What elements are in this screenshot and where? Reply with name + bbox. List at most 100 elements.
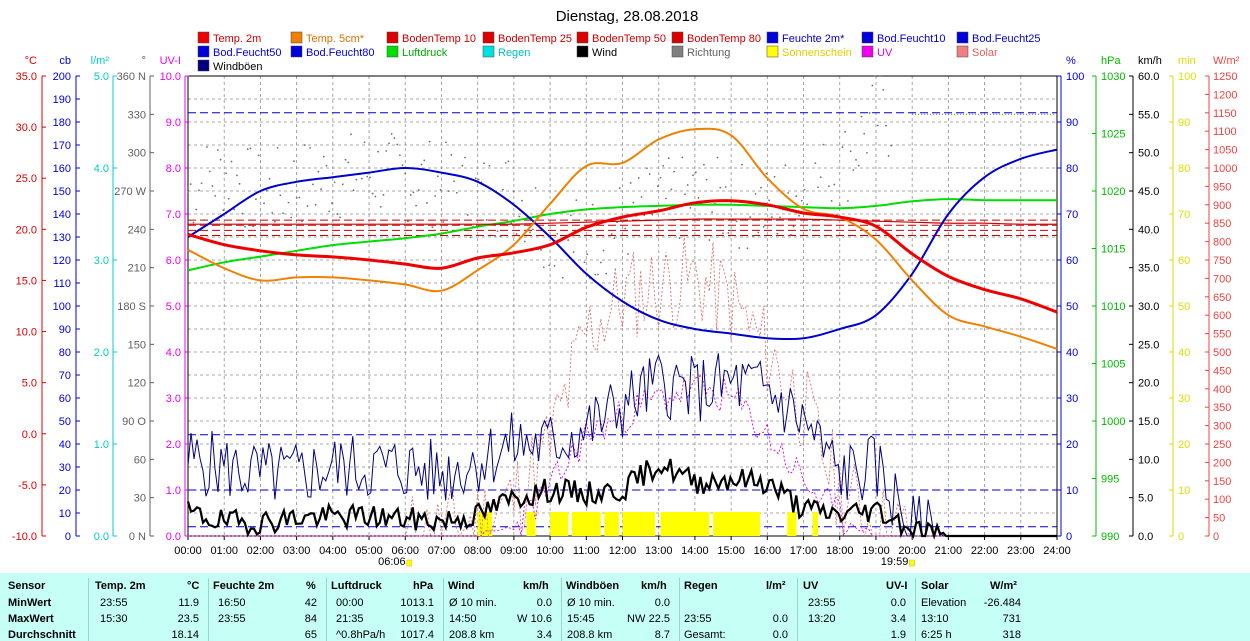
dir-tick-label: 270 W	[114, 186, 146, 198]
hum-tick-label: 0	[1066, 531, 1072, 543]
stats-uv-time: 13:20	[808, 613, 836, 625]
uv-tick-label: 6.0	[166, 255, 181, 267]
wind-direction-dot	[656, 185, 659, 188]
wind-direction-dot	[646, 167, 648, 170]
dir-tick-label: 330	[128, 109, 146, 121]
legend-swatch	[482, 45, 495, 58]
cb-tick-label: 130	[53, 232, 71, 244]
wind-direction-dot	[407, 220, 409, 223]
wind-direction-dot	[673, 170, 675, 173]
uv-tick-label: 9.0	[166, 117, 181, 129]
stats-hum-value: 84	[304, 613, 317, 625]
hpa-tick-label: 1005	[1101, 359, 1125, 371]
stats-header-gust: Windböen	[566, 580, 620, 592]
wind-direction-dot	[282, 212, 284, 215]
rain-tick-label: 1.0	[94, 439, 109, 451]
temp-2m-line	[187, 199, 1058, 314]
stats-header-solar-unit: W/m²	[990, 580, 1017, 592]
wind-direction-dot	[320, 188, 322, 190]
rain-tick-label: 3.0	[94, 255, 109, 267]
wind-direction-dot	[727, 232, 730, 234]
wind-direction-dot	[540, 248, 542, 251]
wind-direction-dot	[235, 174, 238, 177]
hpa-tick-label: 990	[1101, 531, 1119, 543]
cb-tick-label: 80	[59, 347, 71, 359]
dir-tick-label: 90 O	[122, 416, 146, 428]
wind-direction-dot	[860, 115, 863, 118]
wind-direction-dot	[665, 197, 667, 200]
wind-direction-dot	[360, 177, 363, 180]
x-tick-label: 00:00	[174, 545, 202, 557]
hpa-tick-label: 1025	[1101, 129, 1125, 141]
temp-tick-label: 20.0	[16, 224, 37, 236]
solar-tick-label: 250	[1213, 439, 1231, 451]
wind-direction-dot	[352, 189, 355, 192]
wind-direction-dot	[632, 201, 635, 204]
wind-direction-dot	[502, 188, 504, 191]
wind-direction-dot	[694, 171, 697, 174]
wind-direction-dot	[238, 182, 241, 185]
wind-direction-dot	[439, 188, 442, 191]
wind-direction-dot	[466, 214, 469, 216]
temp-tick-label: 15.0	[16, 275, 37, 287]
x-tick-label: 09:00	[500, 545, 528, 557]
legend-label: Richtung	[687, 47, 730, 59]
dir-tick-label: 210	[128, 263, 146, 275]
wind-direction-dot	[523, 240, 526, 243]
stats-temp-time: 23:55	[100, 597, 128, 609]
legend-label: BodenTemp 50	[592, 33, 666, 45]
wind-direction-dot	[572, 251, 575, 254]
cb-tick-label: 0	[65, 531, 71, 543]
wind-direction-dot	[290, 216, 293, 219]
cb-tick-label: 20	[59, 485, 71, 497]
stats-header-temp-unit: °C	[187, 580, 200, 592]
kmh-tick-label: 60.0	[1138, 71, 1159, 83]
solar-axis-unit: W/m²	[1213, 55, 1240, 67]
stats-rain-time: 23:55	[684, 613, 712, 625]
stats-temp-value: 11.9	[178, 597, 199, 609]
cb-tick-label: 150	[53, 186, 71, 198]
stats-hum-time: 23:55	[218, 613, 246, 625]
wind-direction-dot	[227, 197, 230, 200]
wind-direction-dot	[206, 146, 208, 148]
cb-tick-label: 160	[53, 163, 71, 175]
kmh-tick-label: 40.0	[1138, 224, 1159, 236]
legend-swatch	[861, 31, 874, 44]
legend-label: BodenTemp 25	[498, 33, 572, 45]
wind-direction-dot	[749, 216, 752, 218]
wind-direction-dot	[423, 159, 426, 162]
solar-tick-label: 900	[1213, 200, 1231, 212]
wind-line	[186, 458, 1057, 540]
wind-direction-dot	[613, 237, 616, 240]
sunshine-bar	[713, 512, 761, 536]
stats-temp-time: 15:30	[100, 613, 128, 625]
solar-tick-label: 150	[1213, 476, 1231, 488]
stats-solar-value: 731	[1002, 613, 1021, 625]
solar-tick-label: 450	[1213, 365, 1231, 377]
min-tick-label: 10	[1178, 485, 1190, 497]
wind-direction-dot	[882, 88, 885, 91]
stats-header-wind-unit: km/h	[523, 580, 549, 592]
wind-direction-dot	[331, 202, 333, 204]
wind-direction-dot	[341, 183, 344, 186]
rain-tick-label: 4.0	[94, 163, 109, 175]
legend-label: Windböen	[213, 61, 263, 73]
solar-tick-label: 400	[1213, 384, 1231, 396]
sunshine-bar	[812, 512, 819, 536]
wind-direction-dot	[597, 273, 599, 276]
cb-tick-label: 40	[59, 439, 71, 451]
wind-direction-dot	[814, 162, 817, 165]
solar-tick-label: 500	[1213, 347, 1231, 359]
stats-header-hum-unit: %	[306, 580, 316, 592]
wind-direction-dot	[200, 182, 203, 185]
wind-direction-dot	[868, 112, 871, 114]
wind-direction-dot	[246, 148, 249, 151]
wind-direction-dot	[553, 264, 556, 267]
stats-gust-time: 15:45	[567, 613, 595, 625]
legend-swatch	[671, 45, 684, 58]
cb-tick-label: 110	[53, 278, 71, 290]
uv-axis-unit: UV-I	[160, 55, 181, 67]
wind-direction-dot	[293, 160, 295, 163]
wind-direction-dot	[871, 84, 874, 87]
min-tick-label: 80	[1178, 163, 1190, 175]
